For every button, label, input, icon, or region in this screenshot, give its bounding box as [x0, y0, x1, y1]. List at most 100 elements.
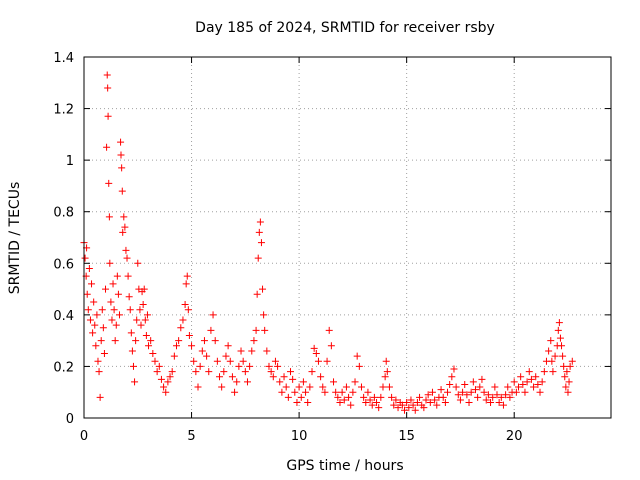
data-point: [355, 362, 363, 370]
data-point: [98, 306, 106, 314]
data-point: [164, 378, 172, 386]
data-point: [123, 254, 131, 262]
data-point: [323, 357, 331, 365]
data-point: [452, 383, 460, 391]
data-point: [289, 375, 297, 383]
data-point: [107, 298, 115, 306]
data-point: [286, 368, 294, 376]
data-point: [536, 388, 544, 396]
data-point: [319, 383, 327, 391]
data-point: [260, 311, 268, 319]
data-point: [480, 388, 488, 396]
data-point: [478, 375, 486, 383]
data-point: [129, 362, 137, 370]
data-point: [439, 393, 447, 401]
data-point: [233, 378, 241, 386]
data-point: [548, 357, 556, 365]
data-point: [416, 393, 424, 401]
data-point: [119, 228, 127, 236]
y-tick-label: 0: [66, 412, 74, 427]
data-point: [437, 386, 445, 394]
data-point: [291, 388, 299, 396]
data-point: [139, 301, 147, 309]
data-point: [564, 388, 572, 396]
data-point: [115, 311, 123, 319]
data-point: [162, 388, 170, 396]
data-point: [149, 350, 157, 358]
data-point: [325, 326, 333, 334]
data-point: [373, 399, 381, 407]
data-point: [332, 388, 340, 396]
data-point: [530, 383, 538, 391]
data-point: [405, 404, 413, 412]
data-point: [560, 362, 568, 370]
y-tick-label: 0.6: [53, 257, 74, 272]
data-point: [409, 401, 417, 409]
data-point: [263, 347, 271, 355]
data-point: [385, 383, 393, 391]
data-point: [216, 373, 224, 381]
data-point: [125, 293, 133, 301]
data-point: [211, 337, 219, 345]
data-point: [143, 311, 151, 319]
data-point: [370, 393, 378, 401]
data-point: [540, 368, 548, 376]
data-point: [203, 352, 211, 360]
data-point: [151, 357, 159, 365]
data-point: [428, 388, 436, 396]
data-point: [105, 179, 113, 187]
data-point: [444, 388, 452, 396]
data-point: [207, 326, 215, 334]
data-point: [467, 388, 475, 396]
data-point: [561, 373, 569, 381]
data-point: [259, 285, 267, 293]
data-point: [523, 378, 531, 386]
data-point: [293, 399, 301, 407]
data-point: [182, 280, 190, 288]
data-point: [200, 337, 208, 345]
data-point: [110, 306, 118, 314]
data-point: [321, 388, 329, 396]
data-point: [476, 383, 484, 391]
data-point: [456, 396, 464, 404]
data-point: [336, 399, 344, 407]
data-point: [160, 383, 168, 391]
data-point: [340, 396, 348, 404]
data-point: [379, 383, 387, 391]
data-point: [109, 280, 117, 288]
data-point: [127, 329, 135, 337]
data-point: [441, 399, 449, 407]
data-point: [314, 357, 322, 365]
data-point: [83, 290, 91, 298]
data-point: [224, 342, 232, 350]
data-point: [426, 399, 434, 407]
plot-frame: [83, 56, 612, 419]
data-point: [317, 373, 325, 381]
data-point: [345, 393, 353, 401]
data-point: [147, 337, 155, 345]
data-point: [145, 342, 153, 350]
data-point: [184, 306, 192, 314]
data-point: [558, 342, 566, 350]
data-point: [256, 218, 264, 226]
y-tick-label: 1.2: [53, 103, 74, 118]
data-point: [377, 393, 385, 401]
data-point: [555, 319, 563, 327]
data-point: [463, 391, 471, 399]
data-point: [175, 337, 183, 345]
data-point: [357, 383, 365, 391]
data-point: [342, 383, 350, 391]
data-point: [403, 399, 411, 407]
data-point: [465, 399, 473, 407]
data-point: [113, 272, 121, 280]
data-point: [407, 396, 415, 404]
data-point: [157, 375, 165, 383]
data-point: [517, 373, 525, 381]
data-point: [128, 347, 136, 355]
data-point: [474, 393, 482, 401]
data-point: [198, 347, 206, 355]
data-point: [261, 326, 269, 334]
data-point: [563, 368, 571, 376]
data-point: [351, 378, 359, 386]
data-point: [104, 112, 112, 120]
